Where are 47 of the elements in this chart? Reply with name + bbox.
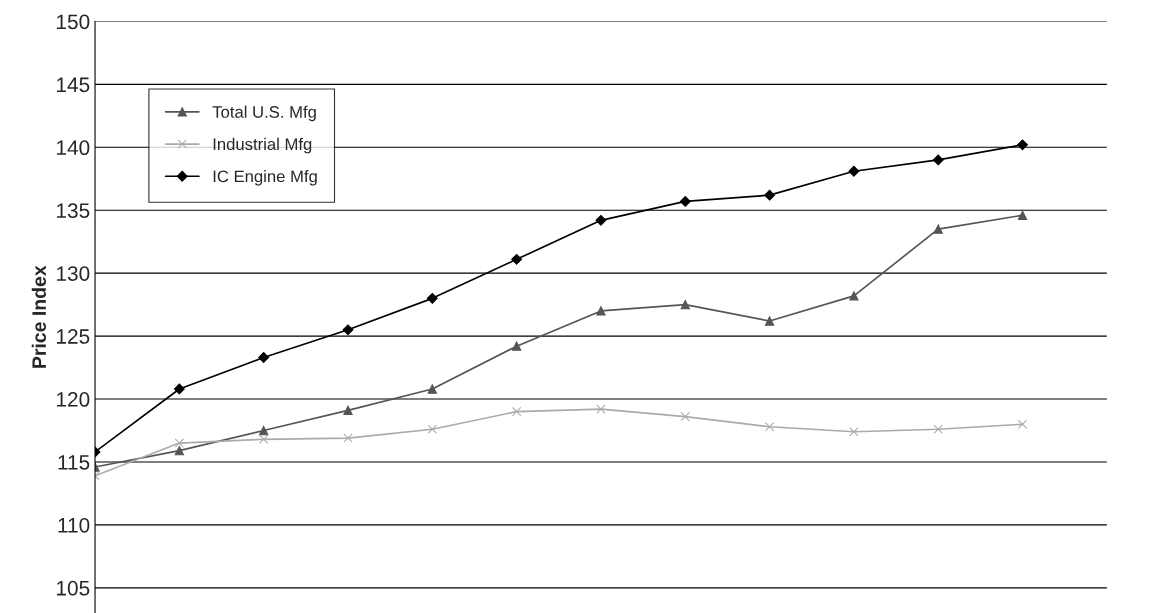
point: [1017, 210, 1028, 220]
point: [343, 433, 353, 443]
point: [427, 424, 437, 434]
point: [258, 352, 270, 363]
point: [932, 154, 944, 166]
point: [595, 214, 607, 226]
y-tick-label: 140: [57, 140, 90, 156]
point: [596, 404, 606, 414]
point: [680, 299, 690, 310]
y-tick-label: 115: [58, 455, 90, 470]
point: [764, 189, 776, 201]
point: [849, 427, 859, 437]
y-tick-label: 125: [57, 329, 90, 344]
point: [1017, 139, 1028, 151]
y-tick-label: 150: [57, 14, 90, 30]
point: [1017, 419, 1028, 429]
point: [764, 316, 775, 326]
point: [849, 291, 859, 301]
point: [764, 422, 775, 432]
point: [933, 224, 943, 234]
point: [174, 438, 185, 448]
point: [427, 384, 437, 394]
y-tick-label: 120: [57, 392, 90, 407]
point: [596, 306, 606, 316]
point: [174, 445, 185, 456]
y-tick-label: 145: [57, 77, 90, 93]
point: [342, 324, 354, 336]
y-tick-label: 105: [57, 580, 90, 596]
point: [511, 341, 522, 351]
y-tick-label: 135: [57, 203, 90, 218]
point: [258, 434, 269, 444]
legend-label: Total U.S. Mfg: [212, 105, 316, 122]
legend-label: Industrial Mfg: [213, 137, 312, 154]
point: [343, 405, 353, 416]
point: [933, 424, 943, 434]
point: [258, 425, 269, 436]
y-axis-title: Price Index: [31, 265, 47, 368]
point: [511, 406, 522, 417]
point: [173, 383, 185, 395]
point: [679, 196, 691, 207]
legend-label: IC Engine Mfg: [213, 170, 317, 186]
point: [680, 411, 690, 422]
point: [426, 292, 438, 304]
point: [511, 253, 523, 265]
y-tick-label: 130: [57, 266, 90, 281]
y-tick-label: 110: [58, 517, 90, 533]
point: [848, 165, 860, 177]
